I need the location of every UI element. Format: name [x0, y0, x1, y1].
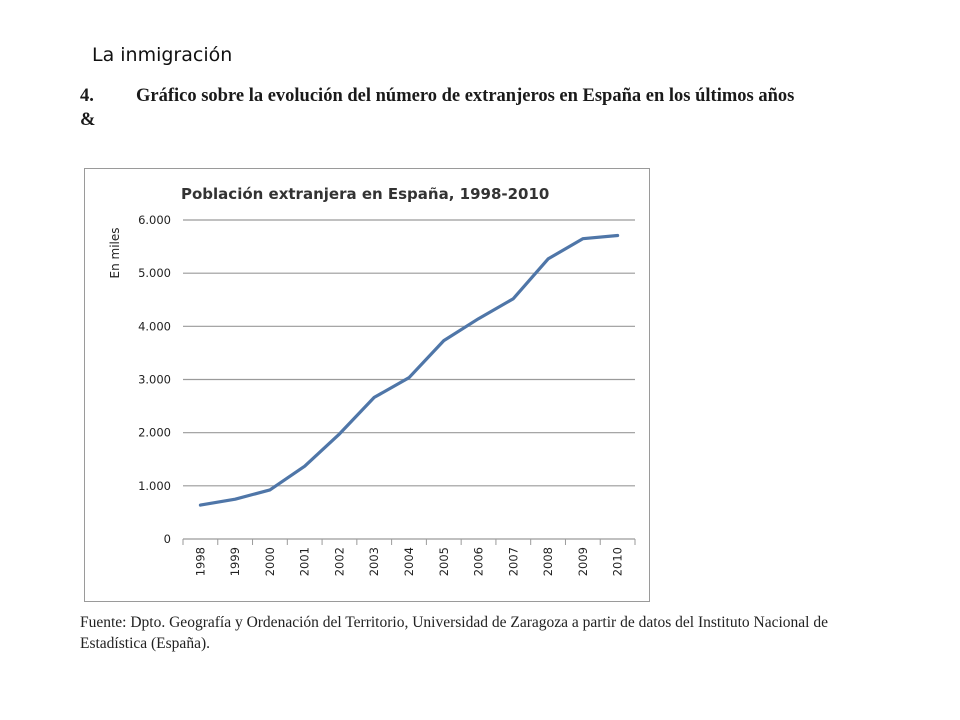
x-tick-label: 2007 — [506, 547, 520, 576]
x-tick-label: 1998 — [193, 547, 207, 576]
x-tick-label: 2004 — [402, 547, 416, 576]
section-number: 4. — [80, 86, 94, 106]
x-tick-label: 2001 — [298, 547, 312, 576]
y-tick-label: 4.000 — [138, 319, 171, 333]
series-layer — [198, 233, 620, 507]
x-tick-label: 2005 — [437, 547, 451, 576]
x-tick-label: 2008 — [541, 547, 555, 576]
y-tick-label: 1.000 — [138, 479, 171, 493]
line-chart: Población extranjera en España, 1998-201… — [108, 185, 636, 576]
y-tick-label: 0 — [164, 532, 171, 546]
gridlines — [183, 219, 635, 540]
y-tick-label: 5.000 — [138, 266, 171, 280]
x-tick-labels: 1998 1999 2000 2001 2002 2003 2004 2005 2006 2007… — [182, 539, 636, 576]
x-tick-label: 2002 — [332, 547, 346, 576]
x-tick-label: 2009 — [576, 547, 590, 576]
y-tick-label: 3.000 — [138, 373, 171, 387]
series-line — [198, 233, 620, 507]
x-tick-label: 2000 — [263, 547, 277, 576]
x-tick-label: 2003 — [367, 547, 381, 576]
x-tick-label: 2010 — [611, 547, 625, 576]
chart-title: Población extranjera en España, 1998-201… — [181, 185, 549, 203]
y-tick-label: 6.000 — [138, 213, 171, 227]
y-tick-labels: 0 1.000 2.000 3.000 4.000 5.000 6.000 — [138, 213, 171, 546]
x-tick-label: 1999 — [228, 547, 242, 576]
x-tick-label: 2006 — [472, 547, 486, 576]
section-heading: 4. Gráfico sobre la evolución del número … — [80, 84, 810, 132]
source-note: Fuente: Dpto. Geografía y Ordenación del… — [80, 614, 828, 652]
section-heading-text: Gráfico sobre la evolución del número de… — [80, 86, 795, 130]
slide-title: La inmigración — [92, 44, 233, 66]
y-tick-label: 2.000 — [138, 426, 171, 440]
chart-frame: Población extranjera en España, 1998-201… — [84, 168, 650, 602]
y-axis-label: En miles — [108, 228, 122, 279]
